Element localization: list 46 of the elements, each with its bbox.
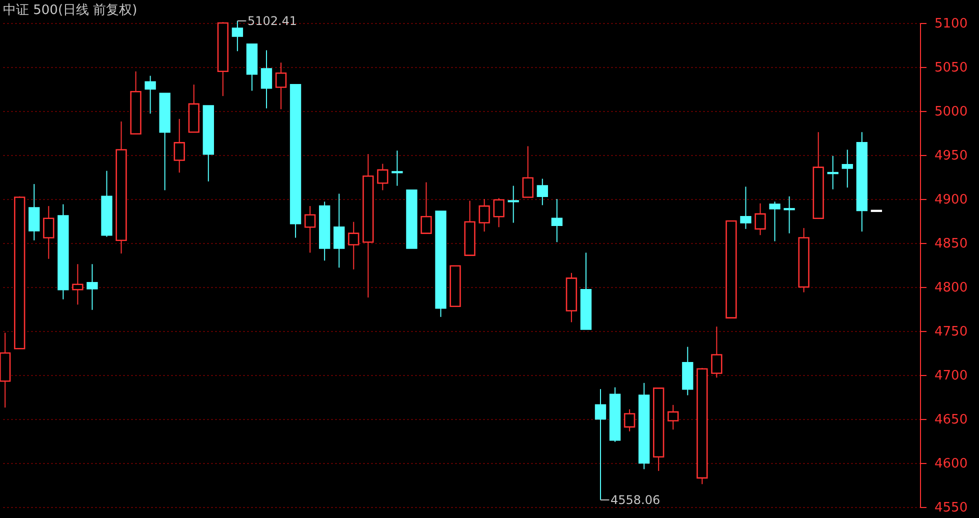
candlestick	[536, 178, 548, 206]
y-tick-label: 5000	[934, 104, 968, 120]
candlestick	[551, 198, 563, 243]
annotation: 5102.41	[247, 14, 298, 28]
candlestick	[334, 193, 345, 268]
candlestick	[260, 50, 272, 109]
candlestick	[842, 149, 853, 188]
candlestick	[711, 326, 722, 378]
candlestick	[420, 182, 432, 234]
y-tick-label: 4550	[934, 500, 968, 516]
candlestick	[493, 198, 504, 228]
annotation: 4558.06	[610, 492, 660, 507]
y-tick-label: 4700	[934, 368, 968, 384]
candlestick	[508, 185, 519, 224]
candlestick	[275, 62, 287, 110]
candlestick	[769, 201, 780, 242]
candlestick	[377, 163, 388, 191]
candlestick	[594, 388, 606, 500]
candlestick	[668, 404, 679, 430]
candlestick	[754, 202, 766, 236]
y-tick-label: 4750	[934, 324, 968, 340]
y-tick-label: 4900	[934, 192, 968, 208]
y-tick-label: 5100	[934, 16, 968, 32]
candlestick	[28, 184, 40, 241]
y-tick-label: 5050	[934, 60, 968, 76]
y-tick-label: 4950	[934, 148, 968, 164]
candlestick	[72, 264, 84, 306]
candlestick	[740, 186, 752, 230]
candlestick	[86, 264, 98, 310]
y-tick-label: 4800	[934, 280, 968, 296]
chart-title: 中证 500(日线 前复权)	[3, 3, 138, 18]
y-tick-label: 4650	[934, 412, 968, 428]
candlestick	[478, 198, 490, 232]
candlestick	[304, 206, 316, 254]
candlestick	[144, 75, 156, 114]
y-tick-label: 4850	[934, 236, 968, 252]
candlestick	[784, 196, 795, 234]
candlestick	[827, 155, 838, 190]
candlestick	[232, 20, 244, 52]
candlestick	[43, 206, 54, 260]
candlestick	[392, 150, 403, 186]
y-tick-label: 4600	[934, 456, 968, 472]
candlestick	[348, 221, 360, 270]
candlestick	[522, 146, 534, 198]
candlestick	[174, 118, 185, 174]
candlestick	[624, 408, 636, 432]
